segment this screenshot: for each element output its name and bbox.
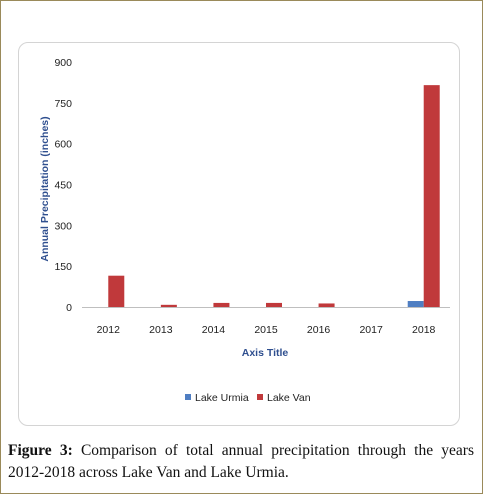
legend: Lake Urmia Lake Van	[185, 392, 311, 404]
legend-swatch-lake-van	[257, 394, 263, 400]
y-tick-label: 150	[54, 261, 72, 273]
figure-caption: Figure 3: Comparison of total annual pre…	[8, 440, 474, 484]
bar-lake-van-2014	[213, 302, 230, 307]
y-axis-title: Annual Precipitation (inches)	[39, 116, 51, 261]
bar-lake-van-2016	[318, 303, 335, 307]
x-tick-label: 2012	[97, 324, 121, 336]
x-tick-label: 2016	[307, 324, 331, 336]
x-axis-ticks: 2012 2013 2014 2015 2016 2017 2018	[97, 324, 436, 336]
x-tick-label: 2017	[359, 324, 383, 336]
bar-lake-van-2015	[266, 302, 282, 307]
y-tick-label: 300	[54, 220, 72, 232]
bar-lake-van-2018	[423, 85, 440, 307]
x-tick-label: 2014	[202, 324, 226, 336]
y-tick-label: 750	[54, 98, 72, 110]
y-tick-label: 0	[66, 302, 72, 314]
x-tick-label: 2013	[149, 324, 173, 336]
bar-lake-urmia-2018	[407, 301, 424, 307]
y-tick-label: 600	[54, 139, 72, 151]
bar-lake-van-2012	[108, 275, 125, 307]
x-axis-title: Axis Title	[242, 347, 289, 359]
bar-lake-van-2013	[160, 304, 177, 307]
bars	[108, 85, 440, 307]
caption-text: Comparison of total annual precipitation…	[8, 442, 475, 481]
bar-chart: 900 750 600 450 300 150 0 2012 2013 2014 2015 2016…	[39, 57, 450, 404]
legend-swatch-lake-urmia	[185, 394, 191, 400]
y-axis-ticks: 900 750 600 450 300 150 0	[54, 57, 72, 314]
legend-label-lake-van: Lake Van	[267, 392, 311, 404]
x-tick-label: 2015	[254, 324, 278, 336]
caption-label: Figure 3:	[8, 442, 73, 459]
chart-card	[18, 42, 460, 426]
y-tick-label: 450	[54, 180, 72, 192]
x-tick-label: 2018	[412, 324, 436, 336]
y-tick-label: 900	[54, 57, 72, 69]
legend-label-lake-urmia: Lake Urmia	[195, 392, 249, 404]
